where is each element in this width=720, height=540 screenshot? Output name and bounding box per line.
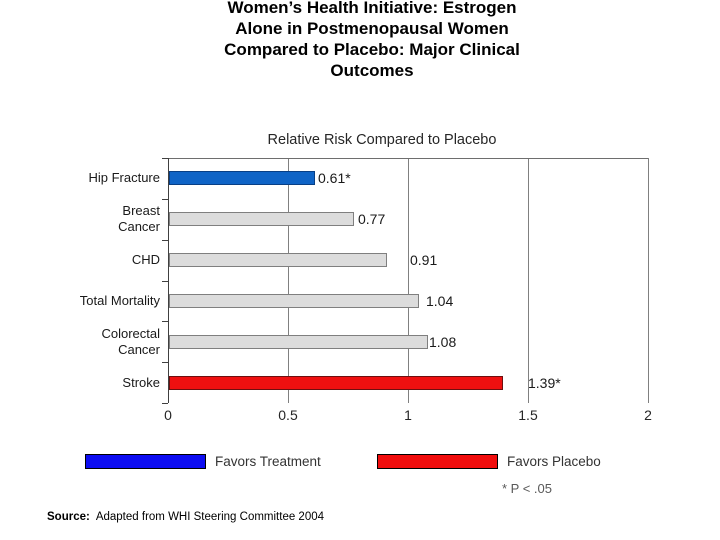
- bar-value-label: 0.91: [410, 252, 438, 268]
- category-label: Hip Fracture: [88, 170, 160, 185]
- x-tick-label: 0: [164, 407, 172, 423]
- x-tick-label: 1.5: [518, 407, 538, 423]
- category-label: Colorectal Cancer: [101, 326, 160, 357]
- plot-top-border: [168, 158, 648, 159]
- legend-swatch-favors-placebo: [377, 454, 498, 469]
- bar: [169, 253, 387, 267]
- legend-swatch-favors-treatment: [85, 454, 206, 469]
- bar: [169, 294, 419, 308]
- bar-value-label: 0.61*: [318, 170, 351, 186]
- x-tick-label: 2: [644, 407, 652, 423]
- bar: [169, 335, 428, 349]
- plot-area: 0.61* 0.77 0.91 1.04 1.08 1.39*: [162, 158, 649, 404]
- y-axis-tick: [162, 281, 168, 282]
- y-axis-tick: [162, 240, 168, 241]
- source-text: Adapted from WHI Steering Committee 2004: [95, 511, 325, 523]
- gridline: [407, 158, 409, 403]
- y-axis-tick: [162, 158, 168, 159]
- bar-value-label: 1.39*: [528, 375, 561, 391]
- slide-title: Women’s Health Initiative: Estrogen Alon…: [224, 0, 520, 80]
- source-label: Source:: [47, 511, 90, 523]
- bar-value-label: 0.77: [358, 211, 386, 227]
- x-tick-label: 0.5: [278, 407, 298, 423]
- category-label: Total Mortality: [79, 293, 160, 308]
- bar: [169, 171, 315, 185]
- chart-title: Relative Risk Compared to Placebo: [267, 132, 497, 148]
- bar-value-label: 1.08: [429, 334, 457, 350]
- x-tick-label: 1: [404, 407, 412, 423]
- gridline: [527, 158, 529, 403]
- legend-label-favors-treatment: Favors Treatment: [215, 453, 321, 469]
- gridline: [287, 158, 289, 403]
- y-axis-tick: [162, 199, 168, 200]
- y-axis-tick: [162, 403, 168, 404]
- bar: [169, 212, 354, 226]
- category-label: Breast Cancer: [118, 203, 160, 234]
- y-axis-line: [168, 158, 169, 403]
- gridline: [647, 158, 649, 403]
- bar: [169, 376, 503, 390]
- y-axis-tick: [162, 321, 168, 322]
- category-label: CHD: [131, 252, 160, 267]
- bar-value-label: 1.04: [426, 293, 454, 309]
- significance-footnote: * P < .05: [502, 481, 552, 496]
- category-label: Stroke: [122, 375, 160, 390]
- source-note: Source: Adapted from WHI Steering Committ…: [47, 511, 324, 523]
- y-axis-tick: [162, 362, 168, 363]
- legend-label-favors-placebo: Favors Placebo: [507, 453, 601, 469]
